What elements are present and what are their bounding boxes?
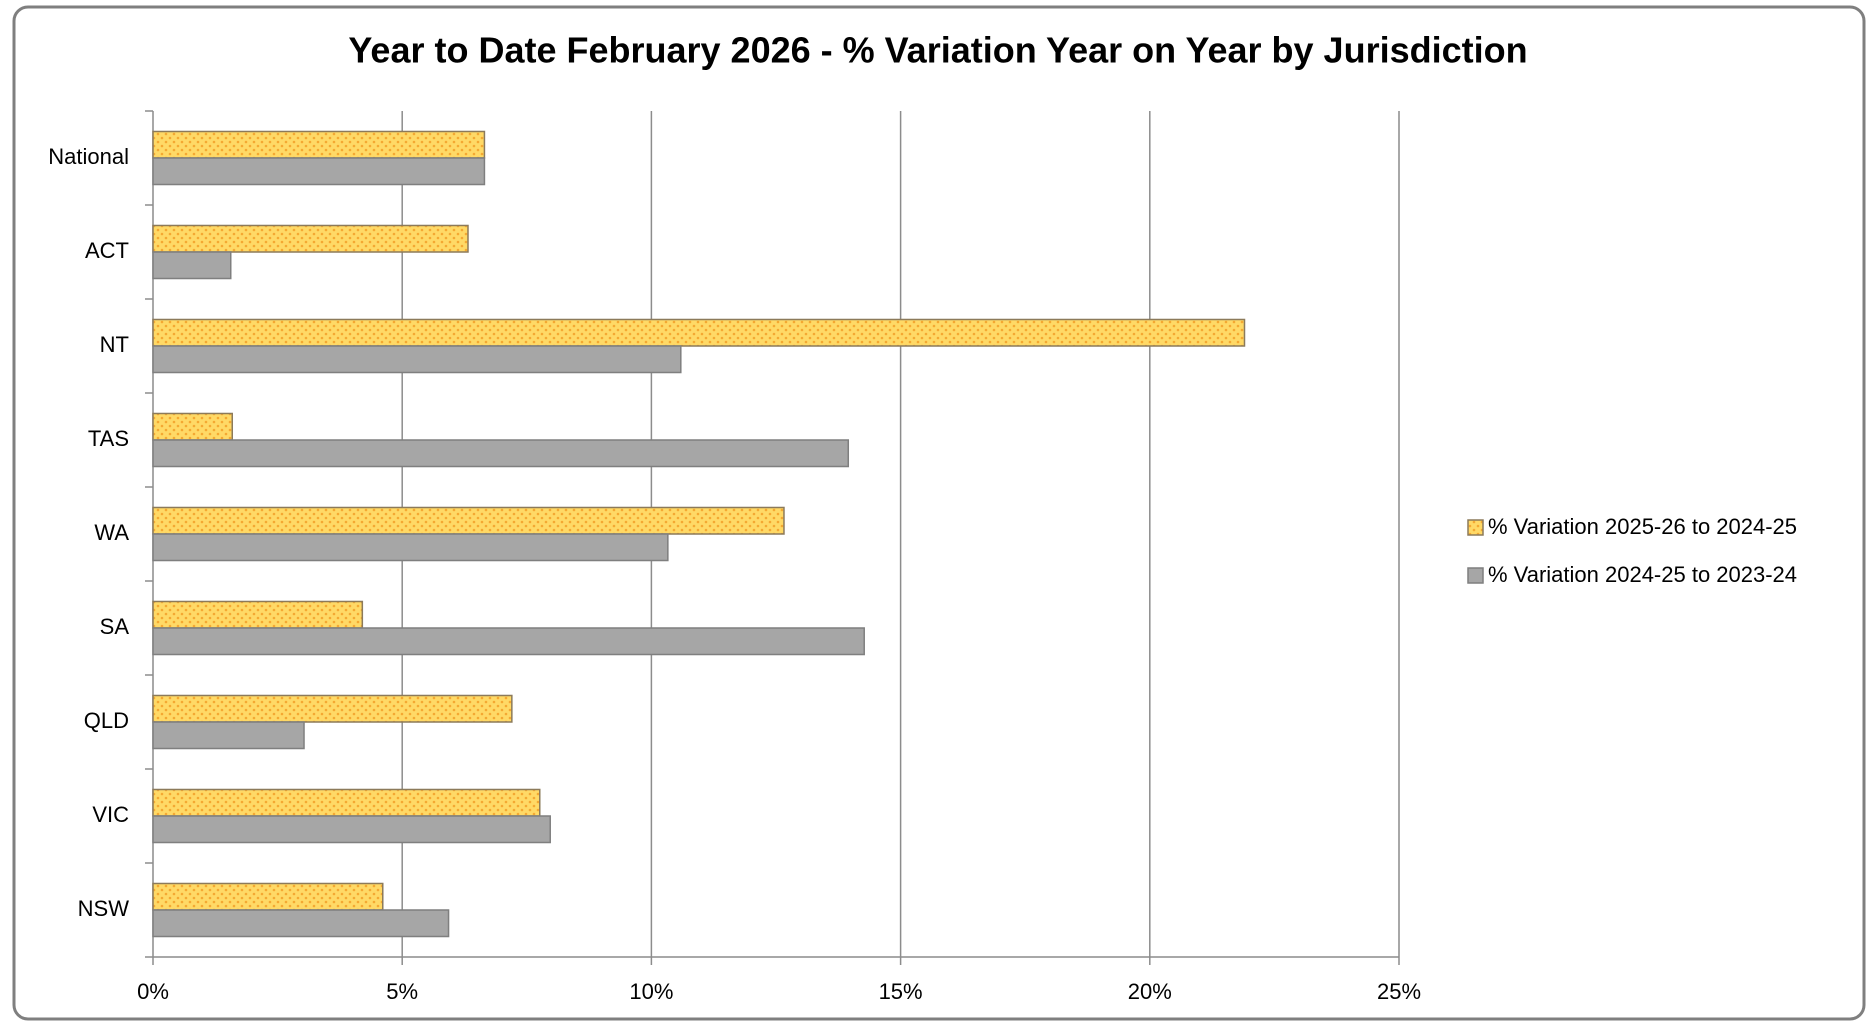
y-tick-label: SA [100,614,130,639]
x-tick-label: 0% [137,979,169,1004]
chart-title: Year to Date February 2026 - % Variation… [348,30,1527,71]
chart-border [12,5,1866,1021]
bar [152,721,305,750]
legend-swatch [1467,519,1484,536]
bar [152,882,384,911]
legend-label: % Variation 2025-26 to 2024-25 [1488,514,1797,539]
bar [152,439,850,468]
bar [152,318,1246,347]
y-tick-label: TAS [88,426,129,451]
x-tick-label: 20% [1128,979,1172,1004]
y-tick-label: NT [100,332,129,357]
bar [152,788,541,817]
bar [152,627,865,656]
x-tick-label: 10% [629,979,673,1004]
bar [152,815,551,844]
bar [152,345,682,374]
bar [152,130,486,159]
bar [152,506,785,535]
legend-label: % Variation 2024-25 to 2023-24 [1488,562,1797,587]
bar [152,909,450,938]
bar [152,533,669,562]
y-tick-label: VIC [92,802,129,827]
y-tick-label: ACT [85,238,129,263]
y-tick-label: NSW [78,896,130,921]
bar [152,412,233,441]
y-tick-label: QLD [84,708,129,733]
bar [152,224,469,253]
y-tick-label: WA [94,520,129,545]
x-tick-label: 5% [386,979,418,1004]
x-tick-label: 25% [1377,979,1421,1004]
bar [152,694,513,723]
legend-swatch [1467,567,1484,584]
bar [152,600,364,629]
x-tick-label: 15% [879,979,923,1004]
y-tick-label: National [48,144,129,169]
bar [152,251,232,280]
bar [152,157,486,186]
